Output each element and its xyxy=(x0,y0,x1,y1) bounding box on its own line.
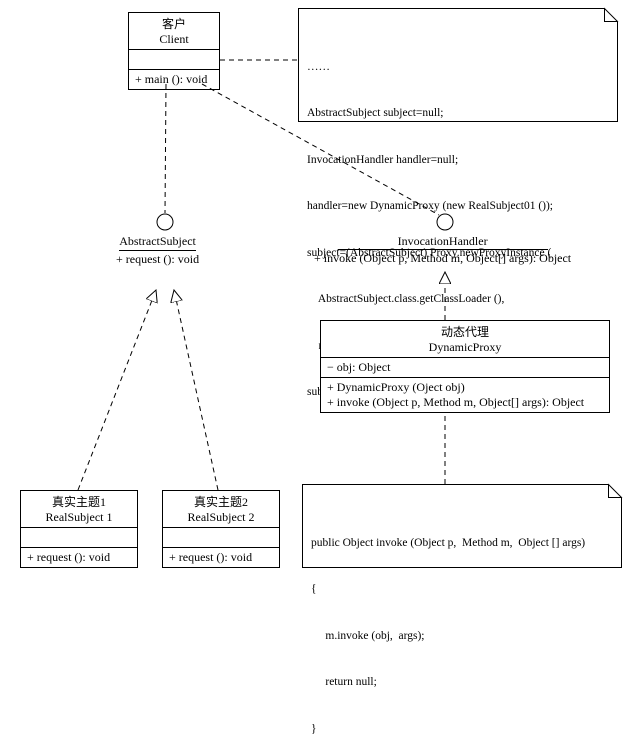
invocation-handler-method: + invoke (Object p, Method m, Object[] a… xyxy=(314,251,571,265)
invoke-note-line: { xyxy=(311,582,613,598)
dynamic-proxy-title-cn: 动态代理 xyxy=(327,323,603,340)
code-note-line: AbstractSubject subject=null; xyxy=(307,106,609,122)
real-subject-2-attrs xyxy=(163,528,279,548)
note-fold-icon xyxy=(608,484,622,498)
invocation-handler-name: InvocationHandler xyxy=(338,234,548,250)
client-title: 客户 Client xyxy=(129,13,219,50)
code-note-line: AbstractSubject.class.getClassLoader (), xyxy=(307,292,609,308)
real-subject-2-class: 真实主题2 RealSubject 2 + request (): void xyxy=(162,490,280,568)
edge-real-subject-2-to-abstract-subject xyxy=(174,290,218,490)
dynamic-proxy-method-ctor: + DynamicProxy (Oject obj) xyxy=(327,380,603,395)
invoke-note-line: public Object invoke (Object p, Method m… xyxy=(311,536,613,552)
real-subject-1-methods: + request (): void xyxy=(21,548,137,567)
code-note-line: InvocationHandler handler=null; xyxy=(307,153,609,169)
real-subject-1-title-en: RealSubject 1 xyxy=(27,510,131,525)
client-methods: + main (): void xyxy=(129,70,219,89)
client-title-cn: 客户 xyxy=(135,15,213,32)
invoke-note-line: m.invoke (obj, args); xyxy=(311,629,613,645)
real-subject-1-attrs xyxy=(21,528,137,548)
invoke-note-line: } xyxy=(311,722,613,738)
code-note-line: …… xyxy=(307,60,609,76)
dynamic-proxy-attrs: − obj: Object xyxy=(321,358,609,378)
abstract-subject-interface: AbstractSubject + request (): void xyxy=(116,234,199,267)
invoke-code-note: public Object invoke (Object p, Method m… xyxy=(302,484,622,568)
client-class: 客户 Client + main (): void xyxy=(128,12,220,90)
real-subject-1-title: 真实主题1 RealSubject 1 xyxy=(21,491,137,528)
dynamic-proxy-class: 动态代理 DynamicProxy − obj: Object + Dynami… xyxy=(320,320,610,413)
note-fold-icon xyxy=(604,8,618,22)
real-subject-2-title-cn: 真实主题2 xyxy=(169,493,273,510)
abstract-subject-method: + request (): void xyxy=(116,252,199,266)
real-subject-2-title-en: RealSubject 2 xyxy=(169,510,273,525)
code-note-line: handler=new DynamicProxy (new RealSubjec… xyxy=(307,199,609,215)
client-title-en: Client xyxy=(135,32,213,47)
dynamic-proxy-title: 动态代理 DynamicProxy xyxy=(321,321,609,358)
real-subject-2-title: 真实主题2 RealSubject 2 xyxy=(163,491,279,528)
client-code-note: …… AbstractSubject subject=null; Invocat… xyxy=(298,8,618,122)
edge-client-to-abstract-subject xyxy=(165,84,166,213)
dynamic-proxy-methods: + DynamicProxy (Oject obj) + invoke (Obj… xyxy=(321,378,609,412)
real-subject-1-class: 真实主题1 RealSubject 1 + request (): void xyxy=(20,490,138,568)
real-subject-1-title-cn: 真实主题1 xyxy=(27,493,131,510)
dynamic-proxy-method-invoke: + invoke (Object p, Method m, Object[] a… xyxy=(327,395,603,410)
client-attrs xyxy=(129,50,219,70)
real-subject-2-methods: + request (): void xyxy=(163,548,279,567)
edge-real-subject-1-to-abstract-subject xyxy=(78,290,156,490)
abstract-subject-lollipop-icon xyxy=(157,214,173,230)
dynamic-proxy-title-en: DynamicProxy xyxy=(327,340,603,355)
invocation-handler-interface: InvocationHandler + invoke (Object p, Me… xyxy=(314,234,571,266)
abstract-subject-name: AbstractSubject xyxy=(119,234,196,251)
invoke-note-line: return null; xyxy=(311,675,613,691)
